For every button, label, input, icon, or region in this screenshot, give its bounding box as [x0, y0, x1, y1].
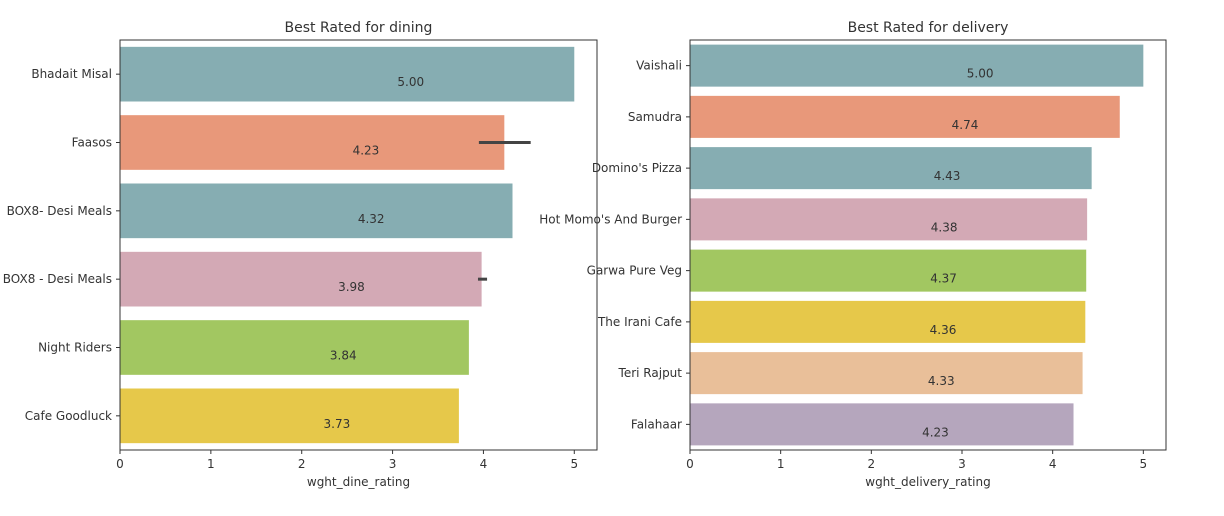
delivery-bar — [690, 95, 1120, 138]
dining-data-label: 3.84 — [330, 349, 357, 363]
delivery-bar — [690, 300, 1086, 343]
delivery-plot-frame — [689, 39, 1167, 451]
delivery-data-label: 5.00 — [967, 67, 994, 81]
delivery-bar — [690, 147, 1092, 190]
delivery-x-tick-label: 2 — [868, 457, 876, 471]
delivery-data-label: 4.23 — [922, 425, 949, 439]
delivery-bar — [690, 249, 1087, 292]
delivery-category-label: Garwa Pure Veg — [587, 264, 682, 278]
delivery-category-label: Teri Rajput — [618, 366, 683, 380]
dining-bar — [120, 320, 469, 375]
delivery-x-tick-label: 5 — [1140, 457, 1148, 471]
dining-bar — [120, 183, 513, 239]
delivery-category-label: Domino's Pizza — [592, 161, 682, 175]
dining-category-label: Bhadait Misal — [31, 67, 112, 81]
dining-data-label: 3.98 — [338, 280, 365, 294]
dining-data-label: 4.32 — [358, 212, 385, 226]
dining-chart-title: Best Rated for dining — [285, 20, 433, 36]
dining-x-tick-label: 3 — [389, 457, 397, 471]
dining-category-label: BOX8- Desi Meals — [7, 204, 112, 218]
delivery-bar — [690, 403, 1074, 446]
delivery-x-tick-label: 4 — [1049, 457, 1057, 471]
dining-x-tick-label: 4 — [480, 457, 488, 471]
dining-data-label: 5.00 — [397, 75, 424, 89]
dining-category-label: Cafe Goodluck — [25, 409, 112, 423]
delivery-category-label: Vaishali — [636, 59, 682, 73]
dining-bar — [120, 251, 482, 307]
dining-x-tick-label: 2 — [298, 457, 306, 471]
delivery-x-axis-label: wght_delivery_rating — [865, 475, 990, 489]
delivery-chart-panel: Best Rated for delivery 5.00 Vaishali 4.74 S… — [539, 20, 1167, 489]
delivery-category-label: Falahaar — [631, 417, 682, 431]
delivery-x-tick-label: 1 — [777, 457, 785, 471]
delivery-chart-title: Best Rated for delivery — [848, 20, 1009, 36]
delivery-x-tick-label: 0 — [686, 457, 694, 471]
delivery-bar — [690, 198, 1088, 241]
dining-data-label: 4.23 — [353, 144, 380, 158]
delivery-x-tick-label: 3 — [958, 457, 966, 471]
delivery-category-label: Samudra — [628, 110, 682, 124]
delivery-category-label: Hot Momo's And Burger — [539, 212, 682, 226]
delivery-data-label: 4.37 — [930, 272, 957, 286]
dining-category-label: Night Riders — [38, 341, 112, 355]
delivery-data-label: 4.33 — [928, 374, 955, 388]
dining-category-label: BOX8 - Desi Meals — [3, 272, 112, 286]
dining-x-tick-label: 1 — [207, 457, 215, 471]
dining-bar — [120, 46, 575, 102]
delivery-bar — [690, 352, 1083, 395]
dining-category-label: Faasos — [72, 136, 112, 150]
dining-x-axis-label: wght_dine_rating — [307, 475, 410, 489]
dining-bar — [120, 115, 505, 170]
delivery-bar — [690, 44, 1144, 87]
delivery-data-label: 4.36 — [930, 323, 957, 337]
dining-x-tick-label: 0 — [116, 457, 124, 471]
dining-chart-panel: Best Rated for dining 5.00 Bhadait Misal 4.… — [3, 20, 598, 489]
dining-data-label: 3.73 — [324, 417, 351, 431]
delivery-data-label: 4.38 — [931, 220, 958, 234]
delivery-data-label: 4.43 — [934, 169, 961, 183]
dining-x-tick-label: 5 — [570, 457, 578, 471]
dining-bar — [120, 388, 459, 444]
delivery-category-label: The Irani Cafe — [597, 315, 682, 329]
delivery-data-label: 4.74 — [952, 118, 979, 132]
dining-plot-frame — [119, 39, 598, 451]
